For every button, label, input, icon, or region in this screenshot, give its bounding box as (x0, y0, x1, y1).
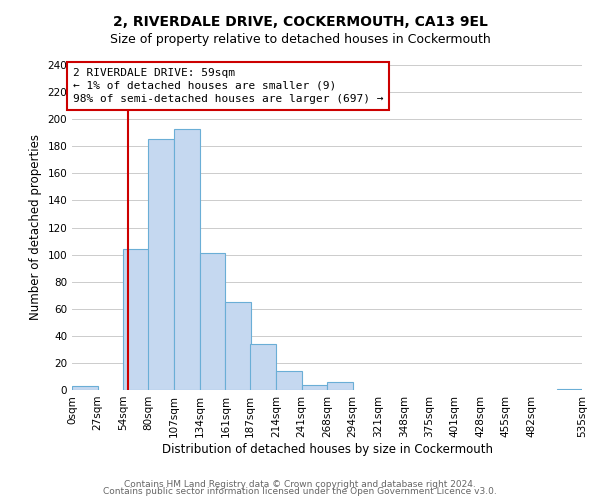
Bar (174, 128, 200, 390)
Bar (124, 249, 149, 390)
Bar (328, 382, 353, 390)
Y-axis label: Number of detached properties: Number of detached properties (29, 134, 42, 320)
Text: 2 RIVERDALE DRIVE: 59sqm
← 1% of detached houses are smaller (9)
98% of semi-det: 2 RIVERDALE DRIVE: 59sqm ← 1% of detache… (73, 68, 383, 104)
Bar (226, 302, 251, 390)
Bar (250, 344, 276, 390)
Bar (72, 386, 98, 390)
Text: Contains HM Land Registry data © Crown copyright and database right 2024.: Contains HM Land Registry data © Crown c… (124, 480, 476, 489)
X-axis label: Distribution of detached houses by size in Cockermouth: Distribution of detached houses by size … (161, 442, 493, 456)
Text: Size of property relative to detached houses in Cockermouth: Size of property relative to detached ho… (110, 32, 490, 46)
Text: Contains public sector information licensed under the Open Government Licence v3: Contains public sector information licen… (103, 488, 497, 496)
Bar (200, 253, 226, 390)
Text: 2, RIVERDALE DRIVE, COCKERMOUTH, CA13 9EL: 2, RIVERDALE DRIVE, COCKERMOUTH, CA13 9E… (113, 15, 487, 29)
Bar (276, 371, 302, 390)
Bar (148, 140, 174, 390)
Bar (302, 384, 328, 390)
Bar (557, 388, 583, 390)
